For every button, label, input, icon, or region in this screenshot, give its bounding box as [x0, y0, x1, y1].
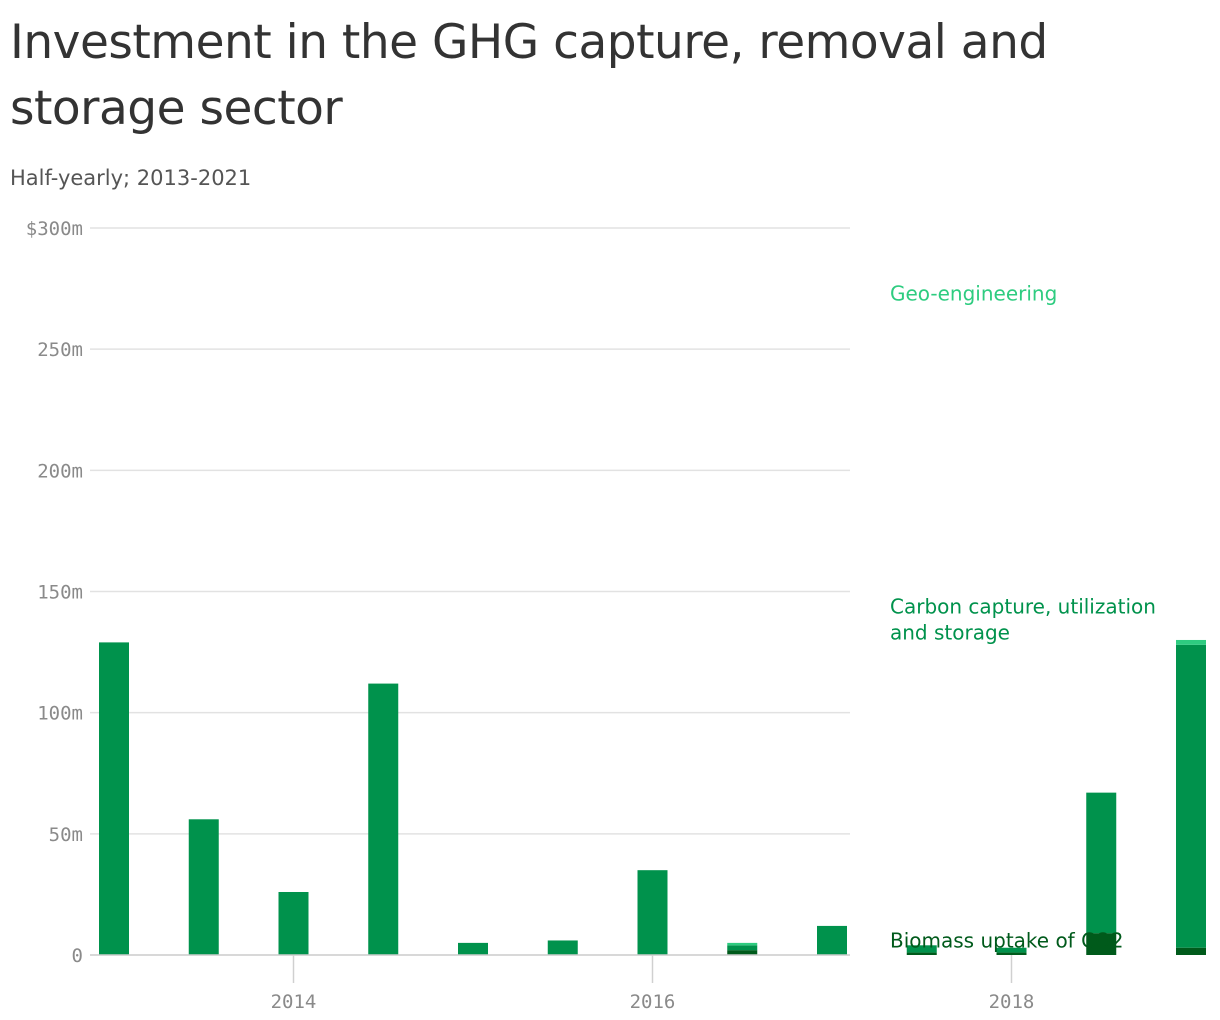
bar-segment — [1176, 644, 1206, 948]
bar-segment — [817, 925, 847, 955]
legend: Geo-engineering Carbon capture, utilizati… — [890, 282, 1156, 953]
chart-title: Investment in the GHG capture, removal a… — [10, 15, 1048, 136]
bar-segment — [637, 870, 668, 955]
legend-label: and storage — [890, 620, 1010, 644]
bar-segment — [188, 819, 219, 955]
bar-segment — [996, 952, 1027, 955]
bar-segment — [278, 891, 309, 955]
y-tick-label: 150m — [37, 582, 83, 604]
legend-label: Carbon capture, utilization — [890, 594, 1156, 618]
bar-segment — [458, 942, 488, 955]
bar-segment — [1176, 947, 1206, 955]
y-tick-label: 100m — [37, 703, 83, 725]
bar-segment — [906, 952, 937, 955]
bar-segment — [1086, 933, 1117, 955]
bar-segment — [727, 945, 758, 951]
chart-subtitle: Half-yearly; 2013-2021 — [10, 166, 252, 190]
bar-segment — [727, 942, 758, 946]
bar-segment — [906, 945, 937, 953]
x-tick-label: 2014 — [271, 991, 317, 1013]
y-tick-label: 200m — [37, 460, 83, 482]
bar-segment — [99, 642, 129, 955]
x-tick-label: 2018 — [989, 991, 1035, 1013]
bar-segment — [368, 683, 399, 955]
bar-segment — [1176, 639, 1206, 645]
bars — [99, 639, 1206, 955]
legend-label: Biomass uptake of CO2 — [890, 929, 1124, 953]
y-tick-label: $300m — [26, 218, 83, 240]
legend-label: Geo-engineering — [890, 282, 1057, 306]
bar-segment — [727, 950, 758, 955]
bar-segment — [1086, 792, 1117, 934]
y-tick-label: 50m — [49, 824, 83, 846]
y-tick-label: 250m — [37, 339, 83, 361]
bar-segment — [996, 947, 1027, 953]
gridlines — [90, 227, 850, 835]
y-tick-label: 0 — [72, 945, 83, 967]
bar-segment — [547, 940, 578, 955]
x-tick-label: 2016 — [630, 991, 676, 1013]
axes: 050m100m150m200m250m$300m201420162018202… — [26, 218, 1035, 1013]
